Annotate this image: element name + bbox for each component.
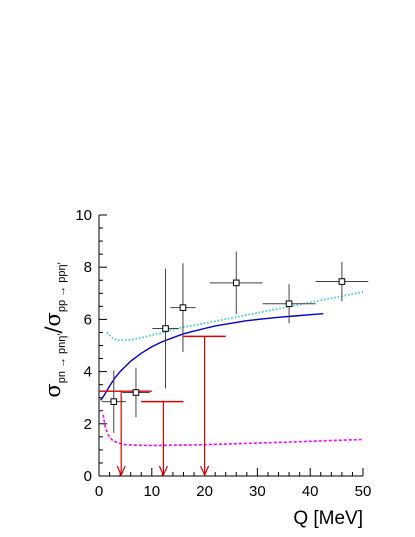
data-point-marker [110, 398, 118, 405]
y-tick-label: 10 [75, 207, 92, 224]
x-tick-label: 0 [95, 483, 103, 500]
y-title-denominator-subscript: pp → ppη′ [56, 262, 68, 312]
data-point-marker [338, 278, 346, 285]
y-title-denominator-symbol: σ [41, 312, 65, 326]
data-point-marker [132, 389, 140, 396]
x-tick-label: 10 [143, 483, 160, 500]
data-point-marker [232, 279, 240, 287]
data-point-marker [285, 300, 293, 308]
theory-curve-dashed [102, 414, 364, 447]
x-tick-label: 20 [196, 483, 213, 500]
x-axis-title: Q [MeV] [293, 508, 363, 529]
theory-curves [100, 291, 364, 447]
plot-frame [98, 215, 363, 477]
y-title-numerator-subscript: pn → pnη′ [56, 334, 68, 384]
y-tick-label: 2 [84, 416, 92, 433]
y-axis-title: σpn → pnη′/σpp → ppη′ [41, 262, 68, 397]
theory-curve-solid [100, 313, 324, 401]
y-title-numerator-symbol: σ [41, 383, 65, 397]
x-tick-label: 40 [302, 483, 319, 500]
data-points [101, 251, 369, 433]
y-title-slash: / [41, 326, 65, 334]
upper-limit-arrow [158, 465, 168, 477]
y-tick-label: 0 [84, 468, 92, 485]
x-tick-label: 30 [249, 483, 266, 500]
data-point-marker [162, 325, 169, 332]
x-tick-label: 50 [355, 483, 372, 500]
y-tick-label: 6 [84, 311, 92, 328]
theory-curve-dotted [106, 291, 364, 342]
upper-limit-arrow [200, 465, 210, 477]
y-tick-label: 4 [84, 364, 92, 381]
upper-limit-arrow [116, 465, 126, 477]
svg-text:σpn → pnη′/σpp → ppη′: σpn → pnη′/σpp → ppη′ [41, 262, 68, 397]
upper-limits [99, 335, 226, 477]
y-tick-label: 8 [84, 259, 92, 276]
ticks: 0 10 20 30 40 50 0 2 4 6 8 10 [75, 207, 371, 500]
data-point-marker [179, 304, 187, 311]
